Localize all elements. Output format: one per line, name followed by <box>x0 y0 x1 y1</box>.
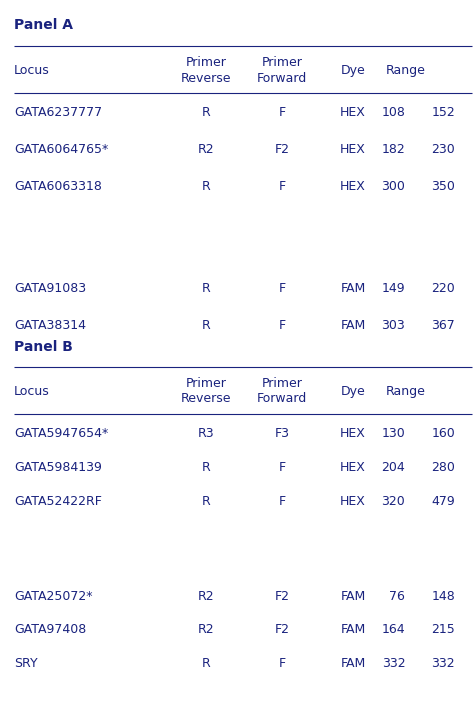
Text: Primer
Forward: Primer Forward <box>257 56 307 85</box>
Text: GATA6064765*: GATA6064765* <box>14 143 109 156</box>
Text: F: F <box>278 461 286 474</box>
Text: Locus: Locus <box>14 64 50 77</box>
Text: GATA6063318: GATA6063318 <box>14 180 102 192</box>
Text: 300: 300 <box>382 180 405 192</box>
Text: F2: F2 <box>274 589 290 603</box>
Text: 182: 182 <box>382 143 405 156</box>
Text: 230: 230 <box>431 143 455 156</box>
Text: 76: 76 <box>390 589 405 603</box>
Text: R2: R2 <box>198 623 215 637</box>
Text: R: R <box>202 461 210 474</box>
Text: R: R <box>202 106 210 119</box>
Text: R: R <box>202 495 210 508</box>
Text: R3: R3 <box>198 427 215 440</box>
Text: GATA97408: GATA97408 <box>14 623 86 637</box>
Text: 220: 220 <box>431 282 455 295</box>
Text: HEX: HEX <box>340 461 366 474</box>
Text: Primer
Reverse: Primer Reverse <box>181 56 231 85</box>
Text: GATA25072*: GATA25072* <box>14 589 93 603</box>
Text: R: R <box>202 180 210 192</box>
Text: 350: 350 <box>431 180 455 192</box>
Text: R: R <box>202 282 210 295</box>
Text: Panel A: Panel A <box>14 18 73 32</box>
Text: 332: 332 <box>431 657 455 670</box>
Text: 320: 320 <box>382 495 405 508</box>
Text: R: R <box>202 657 210 670</box>
Text: 160: 160 <box>431 427 455 440</box>
Text: F: F <box>278 180 286 192</box>
Text: R2: R2 <box>198 589 215 603</box>
Text: F: F <box>278 106 286 119</box>
Text: Range: Range <box>385 385 425 398</box>
Text: F2: F2 <box>274 143 290 156</box>
Text: GATA6237777: GATA6237777 <box>14 106 102 119</box>
Text: GATA38314: GATA38314 <box>14 319 86 332</box>
Text: 148: 148 <box>431 589 455 603</box>
Text: 367: 367 <box>431 319 455 332</box>
Text: R2: R2 <box>198 143 215 156</box>
Text: 164: 164 <box>382 623 405 637</box>
Text: 303: 303 <box>382 319 405 332</box>
Text: HEX: HEX <box>340 180 366 192</box>
Text: F: F <box>278 657 286 670</box>
Text: Dye: Dye <box>341 385 365 398</box>
Text: HEX: HEX <box>340 143 366 156</box>
Text: R: R <box>202 319 210 332</box>
Text: Primer
Reverse: Primer Reverse <box>181 377 231 405</box>
Text: F: F <box>278 319 286 332</box>
Text: 204: 204 <box>382 461 405 474</box>
Text: FAM: FAM <box>340 623 366 637</box>
Text: GATA5984139: GATA5984139 <box>14 461 102 474</box>
Text: FAM: FAM <box>340 657 366 670</box>
Text: Primer
Forward: Primer Forward <box>257 377 307 405</box>
Text: F3: F3 <box>274 427 290 440</box>
Text: Panel B: Panel B <box>14 340 73 354</box>
Text: FAM: FAM <box>340 282 366 295</box>
Text: GATA52422RF: GATA52422RF <box>14 495 102 508</box>
Text: 130: 130 <box>382 427 405 440</box>
Text: 479: 479 <box>431 495 455 508</box>
Text: 215: 215 <box>431 623 455 637</box>
Text: F: F <box>278 495 286 508</box>
Text: HEX: HEX <box>340 106 366 119</box>
Text: 152: 152 <box>431 106 455 119</box>
Text: GATA5947654*: GATA5947654* <box>14 427 109 440</box>
Text: F2: F2 <box>274 623 290 637</box>
Text: 108: 108 <box>382 106 405 119</box>
Text: 149: 149 <box>382 282 405 295</box>
Text: Dye: Dye <box>341 64 365 77</box>
Text: FAM: FAM <box>340 319 366 332</box>
Text: F: F <box>278 282 286 295</box>
Text: 280: 280 <box>431 461 455 474</box>
Text: Locus: Locus <box>14 385 50 398</box>
Text: FAM: FAM <box>340 589 366 603</box>
Text: Range: Range <box>385 64 425 77</box>
Text: GATA91083: GATA91083 <box>14 282 86 295</box>
Text: HEX: HEX <box>340 495 366 508</box>
Text: SRY: SRY <box>14 657 38 670</box>
Text: 332: 332 <box>382 657 405 670</box>
Text: HEX: HEX <box>340 427 366 440</box>
